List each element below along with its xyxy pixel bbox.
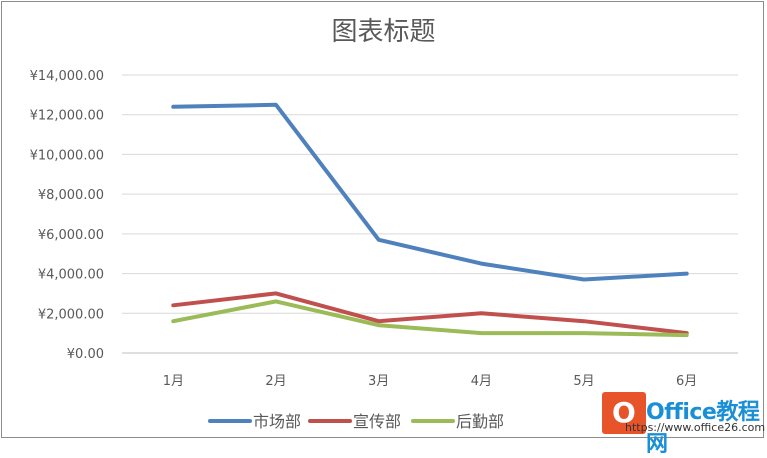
legend-label: 市场部 (253, 412, 301, 431)
series-line-2 (171, 299, 689, 338)
chart-frame (1, 1, 764, 438)
x-tick-label: 4月 (471, 374, 492, 389)
series-line-1 (171, 291, 689, 336)
x-tick-label: 6月 (676, 374, 697, 389)
watermark-url: https://www.office26.com (625, 421, 766, 434)
x-axis-ticks: 1月 2月 3月 4月 5月 6月 (163, 374, 698, 389)
y-tick-label: ¥2,000.00 (38, 307, 104, 322)
legend-label: 宣传部 (353, 412, 401, 431)
y-tick-label: ¥12,000.00 (30, 109, 104, 124)
chart-title: 图表标题 (331, 17, 436, 47)
legend-label: 后勤部 (456, 412, 504, 431)
y-tick-label: ¥10,000.00 (30, 148, 104, 163)
legend: 市场部 宣传部 后勤部 (208, 412, 504, 431)
y-tick-label: ¥8,000.00 (38, 188, 104, 203)
series-line-0 (171, 102, 689, 282)
y-tick-label: ¥6,000.00 (38, 228, 104, 243)
x-tick-label: 1月 (163, 374, 184, 389)
y-tick-label: ¥4,000.00 (38, 268, 104, 283)
line-chart: ¥0.00 ¥2,000.00 ¥4,000.00 ¥6,000.00 ¥8,000.0… (30, 69, 738, 431)
y-axis-ticks: ¥0.00 ¥2,000.00 ¥4,000.00 ¥6,000.00 ¥8,000.0… (30, 69, 104, 362)
x-tick-label: 2月 (265, 374, 286, 389)
x-tick-label: 3月 (368, 374, 389, 389)
office-logo-icon: O (602, 392, 646, 434)
series-lines (171, 102, 689, 338)
y-tick-label: ¥0.00 (67, 347, 104, 362)
y-tick-label: ¥14,000.00 (30, 69, 104, 84)
x-tick-label: 5月 (573, 374, 594, 389)
